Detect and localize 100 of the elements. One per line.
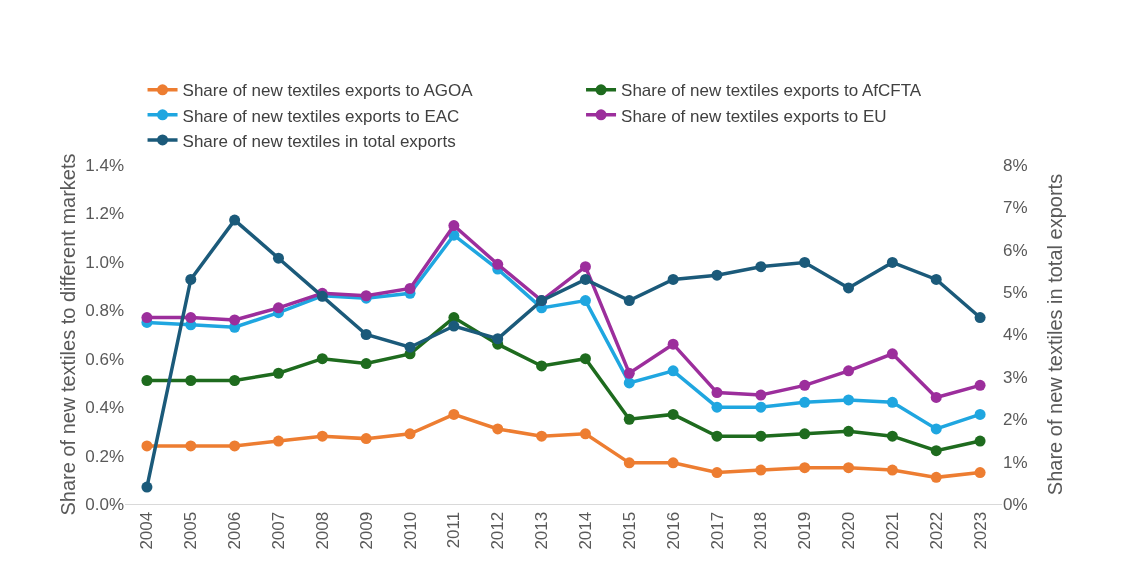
point	[448, 320, 460, 332]
point	[974, 435, 986, 447]
point	[974, 379, 986, 391]
point	[667, 457, 679, 469]
point	[843, 394, 855, 406]
point	[272, 367, 284, 379]
point	[272, 302, 284, 314]
point	[930, 423, 942, 435]
point	[755, 401, 767, 413]
point	[799, 396, 811, 408]
legend-label: Share of new textiles in total exports	[182, 131, 456, 151]
point	[316, 353, 328, 365]
point	[974, 408, 986, 420]
point	[799, 462, 811, 474]
x-tick-label: 2016	[663, 511, 683, 550]
point	[492, 258, 504, 270]
point	[623, 295, 635, 307]
x-tick-label: 2023	[970, 511, 990, 550]
point	[623, 457, 635, 469]
legend-label: Share of new textiles exports to EU	[621, 106, 887, 126]
point	[272, 435, 284, 447]
y2-tick-label: 3%	[1003, 367, 1028, 387]
point	[623, 413, 635, 425]
point	[141, 481, 153, 493]
point	[229, 214, 241, 226]
point	[185, 440, 197, 452]
point	[799, 256, 811, 268]
legend-label: Share of new textiles exports to AGOA	[182, 81, 474, 101]
x-tick-label: 2007	[269, 511, 289, 550]
legend-label: Share of new textiles exports to AfCFTA	[621, 81, 922, 101]
point	[623, 367, 635, 379]
point	[755, 464, 767, 476]
x-tick-label: 2022	[926, 511, 946, 550]
point	[799, 379, 811, 391]
point	[272, 252, 284, 264]
point	[579, 273, 591, 285]
point	[711, 430, 723, 442]
point	[886, 396, 898, 408]
point	[536, 430, 548, 442]
point	[623, 377, 635, 389]
x-tick-label: 2011	[444, 511, 464, 549]
point	[930, 391, 942, 403]
point	[229, 314, 241, 326]
y2-tick-label: 0%	[1003, 494, 1028, 514]
point	[360, 358, 372, 370]
point	[711, 401, 723, 413]
point	[843, 425, 855, 437]
point	[843, 365, 855, 377]
legend-label: Share of new textiles exports to EAC	[182, 106, 460, 126]
point	[141, 312, 153, 324]
point	[711, 467, 723, 479]
point	[667, 365, 679, 377]
point	[229, 440, 241, 452]
point	[185, 375, 197, 387]
x-tick-label: 2020	[839, 511, 859, 550]
point	[141, 440, 153, 452]
point	[755, 389, 767, 401]
y2-tick-label: 1%	[1003, 452, 1028, 472]
point	[141, 375, 153, 387]
x-tick-label: 2012	[488, 511, 508, 550]
point	[886, 256, 898, 268]
point	[492, 333, 504, 345]
y2-tick-label: 7%	[1003, 198, 1028, 218]
point	[843, 462, 855, 474]
point	[448, 408, 460, 420]
point	[974, 467, 986, 479]
point	[755, 261, 767, 273]
x-tick-label: 2013	[532, 511, 552, 550]
x-tick-label: 2005	[181, 511, 201, 550]
point	[799, 428, 811, 440]
x-tick-label: 2006	[225, 511, 245, 550]
point	[930, 273, 942, 285]
point	[974, 312, 986, 324]
y-tick-label: 0.0%	[85, 494, 124, 514]
point	[579, 295, 591, 307]
y2-axis-title: Share of new textiles in total exports	[1044, 173, 1066, 496]
point	[579, 353, 591, 365]
y-axis-title: Share of new textiles to different markets	[57, 153, 79, 516]
point	[930, 471, 942, 483]
x-tick-label: 2015	[619, 511, 639, 550]
y2-tick-label: 8%	[1003, 155, 1028, 175]
point	[886, 348, 898, 360]
point	[711, 269, 723, 281]
point	[667, 273, 679, 285]
y2-tick-label: 5%	[1003, 283, 1028, 303]
x-tick-label: 2004	[137, 511, 157, 550]
point	[404, 428, 416, 440]
x-tick-label: 2017	[707, 511, 727, 550]
point	[579, 428, 591, 440]
point	[404, 341, 416, 353]
y-tick-label: 0.8%	[85, 301, 124, 321]
y2-tick-label: 2%	[1003, 410, 1028, 430]
point	[667, 408, 679, 420]
point	[579, 261, 591, 273]
x-tick-label: 2009	[356, 511, 376, 550]
x-tick-label: 2018	[751, 511, 771, 550]
y2-tick-label: 6%	[1003, 240, 1028, 260]
y2-tick-label: 4%	[1003, 325, 1028, 345]
x-tick-label: 2008	[312, 511, 332, 550]
y-tick-label: 1.0%	[85, 252, 124, 272]
